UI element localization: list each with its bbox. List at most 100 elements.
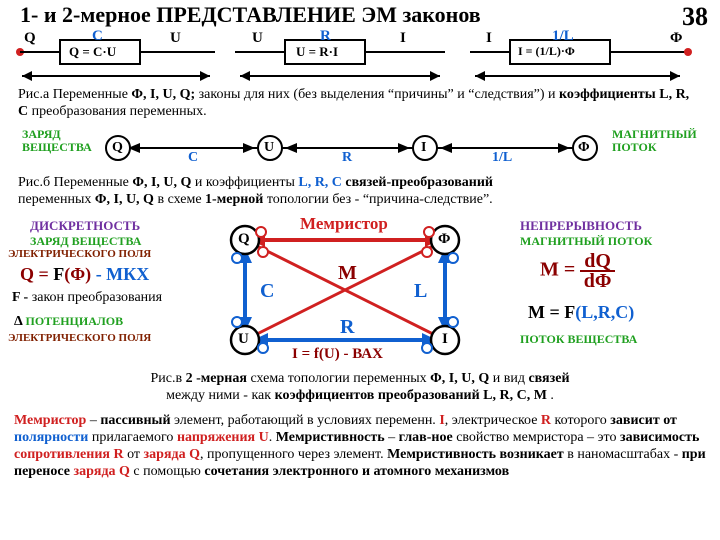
- footer-text: Мемристор – пассивный элемент, работающи…: [14, 412, 706, 480]
- t: .: [269, 430, 276, 445]
- t: Φ, I, U, Q;: [131, 87, 195, 102]
- t: , пропущенного через элемент.: [200, 447, 387, 462]
- t: Рис.в: [150, 371, 185, 386]
- t: в схеме: [157, 192, 205, 207]
- t: , электрическое: [445, 413, 541, 428]
- t: Рис.а Переменные: [18, 87, 131, 102]
- t: Φ, I, U, Q: [430, 371, 493, 386]
- rowA-b1-left: Q: [24, 30, 36, 47]
- page-title: 1- и 2-мерное ПРЕДСТАВЛЕНИЕ ЭМ законов: [20, 2, 481, 28]
- t: и вид: [493, 371, 529, 386]
- t: глав-ное: [399, 430, 453, 445]
- rc-eq3: M = F(L,R,C): [528, 302, 634, 323]
- rc-R: R: [340, 316, 354, 339]
- t: напряжения U: [177, 430, 269, 445]
- t: R: [541, 413, 551, 428]
- page-number: 38: [682, 2, 708, 32]
- rowB-e1: R: [342, 150, 352, 166]
- rc-C: C: [260, 280, 274, 303]
- t: преобразования переменных.: [28, 104, 206, 119]
- t: сопротивления R: [14, 447, 124, 462]
- t: (L,R,C): [575, 302, 634, 322]
- t: Q =: [20, 264, 53, 284]
- rowA-b2-right: I: [400, 30, 406, 47]
- t: связей: [528, 371, 569, 386]
- t: F: [564, 302, 575, 322]
- t: переменных: [18, 192, 95, 207]
- t: dQ: [580, 252, 615, 272]
- t: Δ: [14, 314, 26, 329]
- rc-I: I: [442, 331, 448, 348]
- t: от: [124, 447, 144, 462]
- t: которого: [551, 413, 610, 428]
- t: Мемристивность: [276, 430, 385, 445]
- t: связей-преобразований: [342, 175, 493, 190]
- t: в наномасштабах -: [564, 447, 682, 462]
- t: Φ, I, U, Q: [95, 192, 158, 207]
- t: Мемристор: [14, 413, 86, 428]
- t: (Φ): [64, 264, 91, 284]
- t: свойство мемристора – это: [453, 430, 620, 445]
- rc-l2: ЗАРЯД ВЕЩЕСТВА: [30, 234, 141, 249]
- rowB-n3: Φ: [578, 140, 590, 156]
- rowA-b2-top: R: [320, 28, 331, 45]
- t: схема топологии переменных: [247, 371, 430, 386]
- rc-U: U: [238, 331, 249, 348]
- rc-Q: Q: [238, 231, 250, 248]
- rc-eq1: Q = F(Φ) - МКХ: [20, 264, 149, 285]
- t: –: [385, 430, 399, 445]
- rc-l6: ЭЛЕКТРИЧЕСКОГО ПОЛЯ: [8, 332, 151, 344]
- t: Рис.б Переменные: [18, 175, 132, 190]
- rowA-b3-right: Φ: [670, 30, 682, 47]
- t: между ними - как: [166, 388, 274, 403]
- rowA-caption: Рис.а Переменные Φ, I, U, Q; законы для …: [18, 86, 698, 120]
- rc-eq2: M = dQdΦ: [540, 252, 615, 290]
- t: коэффициентов преобразований L, R, C, M: [275, 388, 547, 403]
- t: заряда Q: [73, 464, 129, 479]
- t: пассивный: [100, 413, 170, 428]
- rowA-b2-left: U: [252, 30, 263, 47]
- t: закон преобразования: [32, 290, 162, 305]
- t: - МКХ: [91, 264, 149, 284]
- t: L, R, C: [298, 175, 342, 190]
- t: с помощью: [130, 464, 204, 479]
- t: прилагаемого: [88, 430, 177, 445]
- rc-Phi: Φ: [438, 231, 450, 248]
- t: элемент, работающий в условиях переменн.: [171, 413, 440, 428]
- rowA-b3-inner: I = (1/L)·Φ: [518, 44, 575, 59]
- t: Мемристивность возникает: [387, 447, 564, 462]
- rowA-b1-inner: Q = C·U: [69, 44, 116, 60]
- t: F: [53, 264, 64, 284]
- t: .: [547, 388, 554, 403]
- rowA-b1-top: C: [92, 28, 103, 45]
- rowB-n0: Q: [112, 140, 123, 156]
- rowB-right: МАГНИТНЫЙ ПОТОК: [612, 128, 697, 154]
- t: dΦ: [580, 272, 615, 290]
- t: зависимость: [620, 430, 699, 445]
- t: ПОТЕНЦИАЛОВ: [26, 314, 124, 328]
- rowB-e2: 1/L: [492, 150, 512, 166]
- rc-L: L: [414, 280, 427, 303]
- rowB-e0: C: [188, 150, 198, 166]
- rc-l4: F - закон преобразования: [12, 290, 162, 306]
- t: полярности: [14, 430, 88, 445]
- rc-l5: Δ ПОТЕНЦИАЛОВ: [14, 314, 123, 330]
- t: топологии без - “причина-следствие”.: [263, 192, 492, 207]
- t: M =: [540, 259, 580, 281]
- rc-r3: ПОТОК ВЕЩЕСТВА: [520, 332, 637, 347]
- t: зависит от: [610, 413, 677, 428]
- rowC-caption: Рис.в 2 -мерная схема топологии переменн…: [60, 370, 660, 404]
- rowA-b1-right: U: [170, 30, 181, 47]
- t: F -: [12, 290, 32, 305]
- rowB-left: ЗАРЯД ВЕЩЕСТВА: [22, 128, 92, 154]
- rc-mem: Мемристор: [300, 214, 388, 234]
- t: 2 -мерная: [186, 371, 247, 386]
- t: Φ, I, U, Q: [132, 175, 191, 190]
- t: –: [86, 413, 100, 428]
- rowA-b3-top: 1/L: [552, 28, 574, 45]
- t: сочетания электронного и атомного механи…: [204, 464, 509, 479]
- rowB-n2: I: [421, 140, 426, 156]
- rc-l3: ЭЛЕКТРИЧЕСКОГО ПОЛЯ: [8, 248, 151, 260]
- t: законы для них (без выделения “причины” …: [195, 87, 559, 102]
- rowB-caption: Рис.б Переменные Φ, I, U, Q и коэффициен…: [18, 174, 702, 208]
